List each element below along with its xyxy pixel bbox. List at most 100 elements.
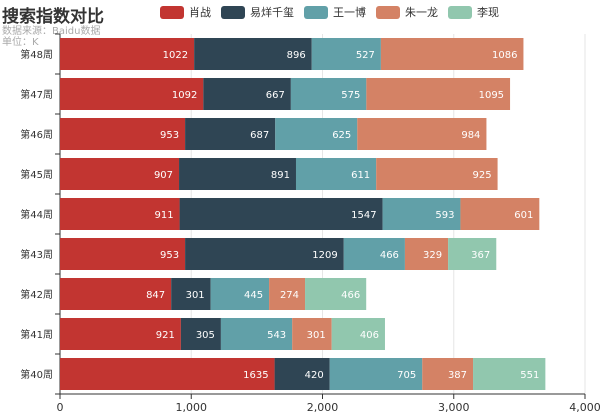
legend-swatch: [160, 5, 184, 19]
data-label: 705: [397, 370, 416, 381]
bar-segment: [376, 158, 498, 190]
data-label: 1095: [479, 90, 504, 101]
bar-segment: [203, 78, 291, 110]
data-label: 625: [332, 130, 351, 141]
legend-item[interactable]: 王一博: [304, 4, 366, 20]
bar-segment: [295, 158, 377, 190]
y-tick-label: 第46周: [20, 128, 53, 141]
data-label: 301: [307, 330, 326, 341]
bar-segment: [380, 38, 524, 70]
data-label: 907: [154, 170, 173, 181]
data-label: 891: [271, 170, 290, 181]
y-tick-label: 第43周: [20, 248, 53, 261]
legend-swatch: [304, 5, 328, 19]
bar-segment: [422, 358, 474, 390]
legend-swatch: [448, 5, 472, 19]
data-label: 274: [280, 290, 299, 301]
legend-item[interactable]: 肖战: [160, 4, 211, 20]
data-label: 925: [472, 170, 491, 181]
y-tick-label: 第47周: [20, 88, 53, 101]
bar-segment: [311, 38, 381, 70]
y-tick-label: 第44周: [20, 208, 53, 221]
bar-segment: [179, 158, 296, 190]
chart-subtitle: 数据来源：Baidu数据 单位：K: [2, 26, 100, 48]
legend-label: 肖战: [189, 6, 211, 19]
legend-item[interactable]: 易烊千玺: [221, 4, 294, 20]
data-label: 667: [266, 90, 285, 101]
y-tick-label: 第45周: [20, 168, 53, 181]
data-label: 1092: [172, 90, 197, 101]
data-label: 367: [471, 250, 490, 261]
bar-segment: [185, 118, 276, 150]
legend-swatch: [376, 5, 400, 19]
legend-item[interactable]: 李现: [448, 4, 499, 20]
x-tick-label: 4,000: [569, 401, 600, 414]
data-label: 305: [196, 330, 215, 341]
data-label: 527: [356, 50, 375, 61]
bar-segment: [60, 238, 186, 270]
bar-segment: [460, 198, 540, 230]
data-label: 593: [435, 210, 454, 221]
bar-segment: [404, 238, 449, 270]
y-tick-label: 第48周: [20, 48, 53, 61]
data-label: 953: [160, 250, 179, 261]
data-label: 1022: [163, 50, 188, 61]
data-label: 921: [156, 330, 175, 341]
bar-segment: [290, 78, 367, 110]
bar-segment: [292, 318, 332, 350]
data-label: 329: [423, 250, 442, 261]
data-label: 543: [267, 330, 286, 341]
data-label: 387: [448, 370, 467, 381]
bar-segment: [60, 158, 180, 190]
x-tick-label: 0: [57, 401, 64, 414]
data-label: 301: [186, 290, 205, 301]
data-label: 1635: [243, 370, 268, 381]
data-label: 406: [360, 330, 379, 341]
legend-item[interactable]: 朱一龙: [376, 4, 438, 20]
data-label: 575: [341, 90, 360, 101]
bar-segment: [60, 38, 195, 70]
data-label: 953: [160, 130, 179, 141]
data-label: 687: [250, 130, 269, 141]
bar-segment: [305, 278, 367, 310]
bar-segment: [274, 358, 330, 390]
data-label: 1209: [312, 250, 337, 261]
bar-segment: [331, 318, 385, 350]
bar-segment: [194, 38, 312, 70]
data-label: 984: [461, 130, 480, 141]
bar-segment: [357, 118, 487, 150]
subtitle-source: 数据来源：Baidu数据: [2, 26, 101, 37]
bar-segment: [382, 198, 461, 230]
bar-segment: [366, 78, 511, 110]
data-label: 896: [287, 50, 306, 61]
legend-label: 朱一龙: [405, 6, 438, 19]
data-label: 1086: [492, 50, 517, 61]
bar-segment: [269, 278, 306, 310]
bar-segment: [60, 358, 275, 390]
data-label: 445: [244, 290, 263, 301]
data-label: 601: [514, 210, 533, 221]
chart-legend: 肖战 易烊千玺 王一博 朱一龙 李现: [160, 5, 509, 19]
legend-label: 易烊千玺: [250, 6, 294, 19]
data-label: 466: [380, 250, 399, 261]
bar-segment: [60, 278, 172, 310]
bar-segment: [473, 358, 546, 390]
data-label: 1547: [351, 210, 376, 221]
bar-segment: [60, 78, 204, 110]
bar-segment: [60, 318, 181, 350]
data-label: 847: [146, 290, 165, 301]
bar-segment: [171, 278, 211, 310]
legend-label: 王一博: [333, 6, 366, 19]
y-tick-label: 第42周: [20, 288, 53, 301]
data-label: 420: [305, 370, 324, 381]
y-tick-label: 第40周: [20, 368, 53, 381]
chart-title: 搜索指数对比: [2, 7, 104, 27]
data-label: 466: [341, 290, 360, 301]
x-tick-label: 3,000: [438, 401, 470, 414]
bar-segment: [179, 198, 383, 230]
bar-segment: [185, 238, 344, 270]
data-label: 611: [351, 170, 370, 181]
data-label: 551: [520, 370, 539, 381]
legend-label: 李现: [477, 6, 499, 19]
bar-segment: [220, 318, 293, 350]
